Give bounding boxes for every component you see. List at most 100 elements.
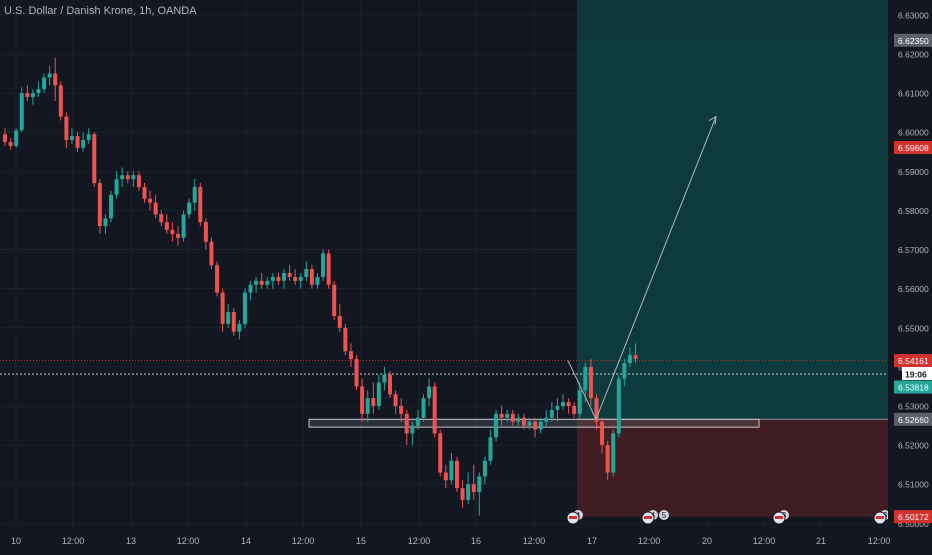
candle-body xyxy=(248,284,253,293)
candle-body xyxy=(192,186,197,203)
candle-body xyxy=(270,276,275,281)
price-tick-label: 6.57000 xyxy=(898,245,929,255)
time-tick-label: 12:00 xyxy=(408,536,431,546)
candle-body xyxy=(287,273,292,277)
candle-body xyxy=(8,141,13,146)
candle-body xyxy=(276,276,281,281)
candle-body xyxy=(226,312,231,324)
time-tick-label: 17 xyxy=(587,536,597,546)
candle-body xyxy=(388,374,393,395)
candle-body xyxy=(81,140,86,148)
candle-body xyxy=(198,186,203,223)
time-tick-label: 12:00 xyxy=(868,536,891,546)
candle-body xyxy=(443,472,448,481)
candle-body xyxy=(304,269,309,277)
candle-body xyxy=(538,421,543,430)
candle-body xyxy=(572,406,577,414)
candle-body xyxy=(315,276,320,285)
candle-body xyxy=(454,460,459,489)
candle-body xyxy=(36,89,41,94)
time-tick-label: 12:00 xyxy=(292,536,315,546)
candle-body xyxy=(282,273,286,281)
candle-body xyxy=(3,134,7,142)
time-tick-label: 16 xyxy=(471,536,481,546)
candle-body xyxy=(175,233,180,238)
time-tick-label: 12:00 xyxy=(62,536,85,546)
price-badge xyxy=(894,33,932,47)
price-badge-label: 6.53818 xyxy=(898,383,929,393)
candle-body xyxy=(371,398,376,407)
candle-body xyxy=(92,134,97,184)
candle-body xyxy=(376,382,381,407)
time-tick-label: 12:00 xyxy=(638,536,661,546)
candle-body xyxy=(544,417,549,422)
flag-stripe xyxy=(876,516,884,519)
candle-body xyxy=(237,323,242,332)
candle-body xyxy=(30,93,35,98)
price-tick-label: 6.63000 xyxy=(898,10,929,20)
candle-body xyxy=(309,269,314,285)
candle-body xyxy=(42,77,47,90)
time-tick-label: 15 xyxy=(356,536,366,546)
time-tick-label: 12:00 xyxy=(753,536,776,546)
price-axis: 6.500006.510006.520006.530006.540006.550… xyxy=(888,0,932,550)
projection-arrow xyxy=(567,116,717,421)
time-badge xyxy=(902,367,932,381)
chart-title: U.S. Dollar / Danish Krone, 1h, OANDA xyxy=(4,5,197,17)
event-marker: 3 xyxy=(873,510,890,525)
candle-body xyxy=(494,413,499,438)
time-tick-label: 14 xyxy=(241,536,251,546)
candle-body xyxy=(404,413,409,434)
candle-body xyxy=(499,413,504,418)
candle-body xyxy=(242,292,247,324)
candle-body xyxy=(449,460,454,481)
event-count: 5 xyxy=(662,511,667,520)
price-badge-label: 6.52660 xyxy=(898,415,929,425)
candle-body xyxy=(164,222,169,230)
candle-body xyxy=(583,366,588,391)
position-zones xyxy=(577,0,888,517)
candle-body xyxy=(477,476,482,493)
candle-body xyxy=(215,265,220,293)
candle-body xyxy=(114,179,119,195)
candle-body xyxy=(427,386,432,399)
candle-body xyxy=(438,433,443,473)
candle-body xyxy=(549,409,554,418)
candle-body xyxy=(125,175,130,180)
price-tick-label: 6.55000 xyxy=(898,323,929,333)
event-marker: 4 xyxy=(566,510,583,525)
candle-body xyxy=(220,292,225,324)
candle-body xyxy=(75,136,80,148)
candle-body xyxy=(561,402,565,407)
projection-drawing xyxy=(567,115,717,421)
candle-body xyxy=(343,327,348,352)
candle-body xyxy=(415,417,420,426)
price-badge-label: 6.54161 xyxy=(898,356,929,366)
candles xyxy=(3,57,638,516)
candle-body xyxy=(421,398,426,418)
candle-body xyxy=(600,421,605,446)
candle-body xyxy=(633,355,638,360)
candle-body xyxy=(47,73,52,78)
price-tick-label: 6.50000 xyxy=(898,519,929,529)
candle-body xyxy=(399,406,404,414)
candle-body xyxy=(337,316,342,328)
candle-body xyxy=(14,130,19,146)
candle-body xyxy=(622,362,627,379)
candle-body xyxy=(527,421,532,426)
candle-body xyxy=(482,460,487,477)
candle-body xyxy=(203,222,208,242)
candle-body xyxy=(153,202,158,215)
flag-stripe xyxy=(775,516,783,519)
candle-body xyxy=(109,194,114,219)
candle-body xyxy=(181,214,186,238)
price-tick-label: 6.61000 xyxy=(898,89,929,99)
candle-body xyxy=(298,276,303,281)
price-tick-label: 6.59000 xyxy=(898,167,929,177)
event-marker: 45 xyxy=(641,510,669,525)
price-axis-bg xyxy=(888,0,932,550)
candle-body xyxy=(360,386,365,414)
candle-body xyxy=(231,312,236,332)
candle-body xyxy=(58,85,63,117)
